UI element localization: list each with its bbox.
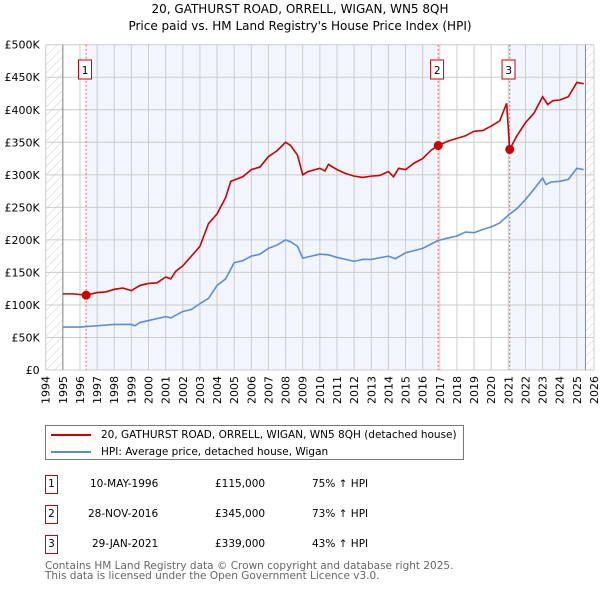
x-tick-label: 1999 (125, 376, 138, 404)
y-tick-label: £350K (4, 136, 40, 149)
legend-label-property: 20, GATHURST ROAD, ORRELL, WIGAN, WN5 8Q… (101, 429, 457, 441)
x-tick-label: 2019 (468, 376, 481, 404)
sale-row-1: 1 10-MAY-1996 £115,000 75% ↑ HPI (45, 475, 465, 495)
sale-marker-1: 1 (45, 475, 58, 494)
sale-date: 10-MAY-1996 (90, 478, 159, 490)
sale-price: £115,000 (215, 478, 266, 490)
legend: 20, GATHURST ROAD, ORRELL, WIGAN, WN5 8Q… (45, 425, 464, 460)
sale-3-label-box (501, 59, 516, 80)
legend-red-line (51, 434, 91, 436)
sale-price: £339,000 (215, 538, 266, 550)
sale-1-label-box (77, 59, 92, 80)
sale-hpi: 73% ↑ HPI (312, 508, 369, 520)
x-tick-label: 2025 (571, 376, 584, 404)
legend-label-hpi: HPI: Average price, detached house, Wiga… (101, 446, 329, 458)
chart-subtitle: Price paid vs. HM Land Registry's House … (128, 19, 471, 33)
x-tick-label: 2008 (280, 376, 293, 404)
x-tick-label: 1996 (74, 376, 87, 404)
x-tick-label: 2026 (588, 376, 600, 404)
x-tick-label: 2012 (348, 376, 361, 404)
price-chart: 20, GATHURST ROAD, ORRELL, WIGAN, WN5 8Q… (4, 2, 600, 404)
x-tick-label: 2016 (417, 376, 430, 404)
y-tick-label: £100K (4, 299, 40, 312)
sale-row-2: 2 28-NOV-2016 £345,000 73% ↑ HPI (45, 505, 465, 525)
x-tick-label: 2017 (434, 376, 447, 404)
x-tick-label: 2020 (485, 376, 498, 404)
sale-hpi: 43% ↑ HPI (312, 538, 369, 550)
sale-2-label-box (430, 59, 445, 80)
legend-item-hpi: HPI: Average price, detached house, Wiga… (51, 444, 328, 460)
x-tick-label: 2023 (537, 376, 550, 404)
y-tick-label: £50K (11, 331, 40, 344)
legend-item-property: 20, GATHURST ROAD, ORRELL, WIGAN, WN5 8Q… (51, 427, 457, 443)
x-tick-label: 2021 (502, 376, 515, 404)
y-tick-label: £300K (4, 169, 40, 182)
sale-2-point (433, 141, 443, 151)
chart-title: 20, GATHURST ROAD, ORRELL, WIGAN, WN5 8Q… (152, 2, 449, 16)
x-tick-label: 1994 (40, 376, 53, 404)
sale-3-label: 3 (505, 65, 512, 77)
x-tick-label: 2010 (314, 376, 327, 404)
x-tick-label: 2015 (400, 376, 413, 404)
x-tick-label: 2005 (228, 376, 241, 404)
x-tick-label: 1997 (91, 376, 104, 404)
x-tick-label: 2014 (382, 376, 395, 404)
sale-row-3: 3 29-JAN-2021 £339,000 43% ↑ HPI (45, 535, 465, 555)
sale-3-point (505, 144, 515, 154)
x-tick-label: 2000 (143, 376, 156, 404)
y-tick-label: £200K (4, 234, 40, 247)
sale-1-point (81, 290, 91, 300)
x-tick-label: 2001 (160, 376, 173, 404)
sale-hpi: 75% ↑ HPI (312, 478, 369, 490)
x-tick-label: 2006 (245, 376, 258, 404)
x-tick-label: 2022 (519, 376, 532, 404)
x-tick-label: 2009 (297, 376, 310, 404)
y-tick-label: £0 (26, 364, 40, 377)
sale-2-label: 2 (434, 65, 441, 77)
sale-price: £345,000 (215, 508, 266, 520)
x-tick-label: 1998 (108, 376, 121, 404)
property-series-line (62, 81, 584, 296)
x-tick-label: 2024 (554, 376, 567, 404)
x-tick-label: 2002 (177, 376, 190, 404)
sale-date: 29-JAN-2021 (92, 538, 159, 550)
footer-copyright: Contains HM Land Registry data © Crown c… (45, 560, 454, 572)
x-tick-label: 1995 (57, 376, 70, 404)
sale-1-label: 1 (82, 65, 89, 77)
y-tick-label: £500K (4, 39, 40, 52)
y-tick-label: £250K (4, 201, 40, 214)
y-tick-label: £150K (4, 266, 40, 279)
y-tick-label: £450K (4, 71, 40, 84)
sale-date: 28-NOV-2016 (88, 508, 159, 520)
x-tick-label: 2013 (365, 376, 378, 404)
legend-blue-line (51, 451, 91, 453)
x-tick-label: 2004 (211, 376, 224, 404)
sale-marker-3: 3 (45, 535, 58, 554)
hpi-series-line (62, 167, 584, 328)
y-tick-label: £400K (4, 104, 40, 117)
x-tick-label: 2018 (451, 376, 464, 404)
x-tick-label: 2011 (331, 376, 344, 404)
x-tick-label: 2003 (194, 376, 207, 404)
x-tick-label: 2007 (262, 376, 275, 404)
sale-marker-2: 2 (45, 505, 58, 524)
footer-licence: This data is licensed under the Open Gov… (45, 570, 380, 582)
